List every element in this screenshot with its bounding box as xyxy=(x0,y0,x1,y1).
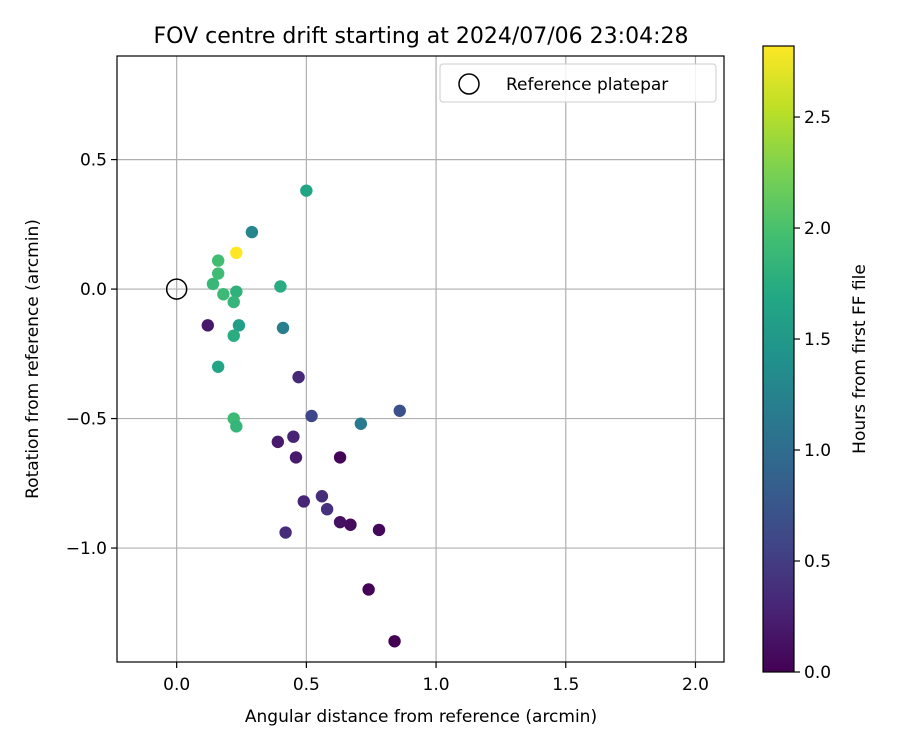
data-point xyxy=(289,451,303,464)
y-tick-label: −1.0 xyxy=(66,539,107,559)
data-point xyxy=(274,280,287,293)
data-point xyxy=(344,518,357,531)
data-point xyxy=(320,503,334,516)
reference-platepar-point xyxy=(165,278,188,300)
data-point xyxy=(297,495,310,508)
data-point xyxy=(372,523,386,537)
colorbar-ticks: 0.0 0.5 1.0 1.5 2.0 2.5 xyxy=(794,108,831,683)
data-point xyxy=(211,360,225,373)
data-point xyxy=(362,583,375,596)
x-tick-label: 0.5 xyxy=(293,675,320,695)
data-point xyxy=(292,370,305,384)
data-point xyxy=(211,254,225,267)
colorbar-gradient xyxy=(762,45,795,673)
data-point xyxy=(388,635,401,648)
data-point xyxy=(201,319,214,332)
x-axis-ticks: 0.0 0.5 1.0 1.5 2.0 xyxy=(163,662,709,695)
data-points xyxy=(201,184,406,648)
x-tick-label: 1.5 xyxy=(552,675,579,695)
legend-reference-marker xyxy=(458,73,480,95)
data-point xyxy=(230,420,243,433)
data-point xyxy=(206,277,220,291)
x-tick-label: 1.0 xyxy=(423,675,450,695)
data-point xyxy=(217,288,230,301)
data-point xyxy=(230,246,243,260)
data-point xyxy=(279,526,292,539)
y-tick-label: 0.0 xyxy=(80,280,107,300)
legend-box xyxy=(439,63,717,103)
data-point xyxy=(227,329,240,342)
reference-marker xyxy=(165,278,188,300)
colorbar: 0.0 0.5 1.0 1.5 2.0 2.5 Hours from first FF f… xyxy=(762,45,870,683)
chart-title: FOV centre drift starting at 2024/07/06 … xyxy=(154,24,689,49)
plot-area xyxy=(117,56,724,662)
data-point xyxy=(333,451,347,464)
data-point xyxy=(305,409,318,423)
x-tick-label: 0.0 xyxy=(163,675,190,695)
data-point xyxy=(276,321,290,335)
data-point xyxy=(211,267,225,280)
data-point xyxy=(300,184,313,197)
data-point xyxy=(232,319,246,332)
data-point xyxy=(230,285,243,298)
colorbar-tick-label: 2.0 xyxy=(804,219,831,239)
data-point xyxy=(354,417,368,430)
data-point xyxy=(271,435,285,449)
data-point xyxy=(393,404,406,417)
data-point xyxy=(287,430,300,443)
x-axis-label: Angular distance from reference (arcmin) xyxy=(245,707,597,727)
data-point xyxy=(315,490,329,503)
y-gridlines xyxy=(117,158,724,549)
colorbar-tick-label: 1.0 xyxy=(804,441,831,461)
legend-label: Reference platepar xyxy=(506,75,668,95)
colorbar-tick-label: 2.5 xyxy=(804,108,831,128)
x-gridlines xyxy=(176,56,697,662)
plot-frame xyxy=(116,55,725,663)
y-axis-label: Rotation from reference (arcmin) xyxy=(23,219,43,499)
colorbar-tick-label: 0.0 xyxy=(804,663,831,683)
x-tick-label: 2.0 xyxy=(682,675,709,695)
data-point xyxy=(245,225,259,239)
y-axis-ticks: 0.5 0.0 −0.5 −1.0 xyxy=(66,151,117,559)
legend: Reference platepar xyxy=(439,63,717,103)
y-tick-label: −0.5 xyxy=(66,410,107,430)
data-point xyxy=(333,515,347,529)
y-tick-label: 0.5 xyxy=(80,151,107,171)
colorbar-label: Hours from first FF file xyxy=(850,264,870,454)
colorbar-tick-label: 0.5 xyxy=(804,552,831,572)
data-point xyxy=(227,295,240,309)
colorbar-tick-label: 1.5 xyxy=(804,330,831,350)
